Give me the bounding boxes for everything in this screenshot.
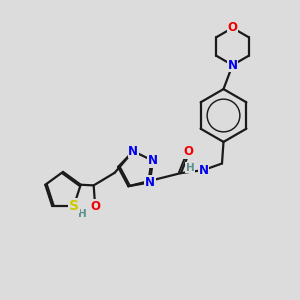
Text: N: N <box>148 154 158 167</box>
Text: N: N <box>198 164 208 177</box>
Text: O: O <box>183 145 194 158</box>
Text: N: N <box>128 145 138 158</box>
Text: H: H <box>78 209 87 219</box>
Text: O: O <box>227 21 238 34</box>
Text: N: N <box>128 145 138 158</box>
Text: N: N <box>145 176 155 189</box>
Text: N: N <box>148 154 158 167</box>
Text: N: N <box>198 164 208 177</box>
Text: O: O <box>90 200 100 213</box>
Text: N: N <box>145 176 155 189</box>
Text: O: O <box>183 145 194 158</box>
Text: O: O <box>90 200 100 213</box>
Text: S: S <box>69 199 79 212</box>
Text: N: N <box>227 58 238 72</box>
Text: H: H <box>78 209 87 219</box>
Text: N: N <box>227 58 238 72</box>
Text: O: O <box>227 21 238 34</box>
Text: H: H <box>185 163 194 173</box>
Text: S: S <box>69 199 79 212</box>
Text: H: H <box>185 163 194 173</box>
